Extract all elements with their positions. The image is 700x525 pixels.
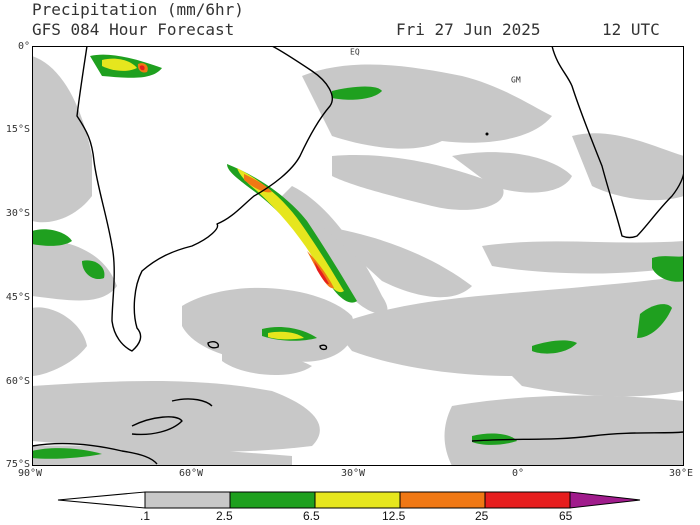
lat-label: 0° — [17, 41, 30, 52]
map-title: Precipitation (mm/6hr) — [32, 0, 244, 19]
coastlines — [32, 46, 684, 465]
lon-label: 30°W — [341, 468, 366, 479]
precip-intense-areas — [137, 63, 334, 289]
forecast-date: Fri 27 Jun 2025 — [396, 20, 541, 39]
colorbar-label: 25 — [475, 509, 489, 523]
colorbar-label: 12.5 — [382, 509, 406, 523]
precip-light-areas — [32, 56, 684, 466]
colorbar-label: .1 — [140, 509, 151, 523]
greenwich-meridian-label: GM — [511, 76, 521, 85]
equator-label: EQ — [350, 48, 360, 57]
colorbar-segment — [569, 491, 641, 509]
island-marker — [485, 132, 489, 136]
map-frame — [32, 46, 684, 466]
colorbar-segment — [229, 491, 316, 509]
colorbar-segment — [144, 491, 231, 509]
lat-label: 60°S — [5, 376, 30, 387]
precip-heavy-areas — [102, 58, 344, 340]
precipitation-colorbar — [57, 491, 641, 509]
colorbar-label: 6.5 — [303, 509, 320, 523]
colorbar-segment — [399, 491, 486, 509]
lat-label: 45°S — [5, 292, 30, 303]
precipitation-map: EQ GM — [32, 46, 684, 466]
lat-label: 75°S — [5, 459, 30, 470]
south-america-coast — [76, 46, 333, 352]
forecast-time: 12 UTC — [602, 20, 660, 39]
colorbar-segment — [484, 491, 571, 509]
colorbar-label: 65 — [559, 509, 573, 523]
model-forecast-label: GFS 084 Hour Forecast — [32, 20, 235, 39]
lon-label: 60°W — [179, 468, 204, 479]
colorbar-segment — [314, 491, 401, 509]
lon-label: 90°W — [18, 468, 43, 479]
lat-label: 15°S — [5, 124, 30, 135]
lon-label: 0° — [512, 468, 525, 479]
falkland-islands — [207, 341, 220, 349]
lat-label: 30°S — [5, 208, 30, 219]
africa-coast — [551, 46, 684, 239]
colorbar-label: 2.5 — [216, 509, 233, 523]
colorbar-segment — [57, 491, 146, 509]
lon-label: 30°E — [669, 468, 694, 479]
antarctica-coast — [32, 398, 684, 465]
south-georgia — [319, 344, 328, 351]
